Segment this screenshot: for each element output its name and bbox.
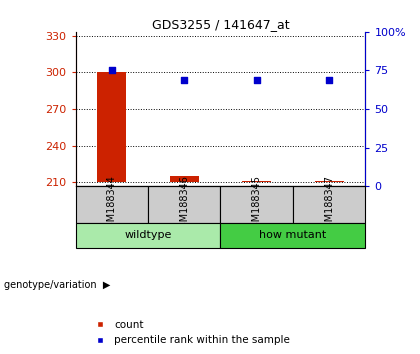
Text: genotype/variation  ▶: genotype/variation ▶ [4, 280, 110, 290]
Bar [170, 176, 199, 182]
Text: how mutant: how mutant [259, 230, 327, 240]
Text: wildtype: wildtype [124, 230, 172, 240]
Point [181, 77, 188, 82]
Bar [220, 223, 365, 248]
Bar [76, 186, 148, 223]
Bar [242, 181, 271, 182]
Text: GSM188344: GSM188344 [107, 175, 117, 234]
Text: GSM188345: GSM188345 [252, 175, 262, 234]
Bar [315, 181, 344, 182]
Point [253, 77, 260, 82]
Bar [148, 186, 221, 223]
Bar [97, 72, 126, 182]
Text: GSM188346: GSM188346 [179, 175, 189, 234]
Point [326, 77, 333, 82]
Point [108, 68, 115, 73]
Text: GSM188347: GSM188347 [324, 175, 334, 234]
Bar [220, 186, 293, 223]
Legend: count, percentile rank within the sample: count, percentile rank within the sample [89, 320, 290, 345]
Bar [293, 186, 365, 223]
Bar [76, 223, 220, 248]
Title: GDS3255 / 141647_at: GDS3255 / 141647_at [152, 18, 289, 31]
